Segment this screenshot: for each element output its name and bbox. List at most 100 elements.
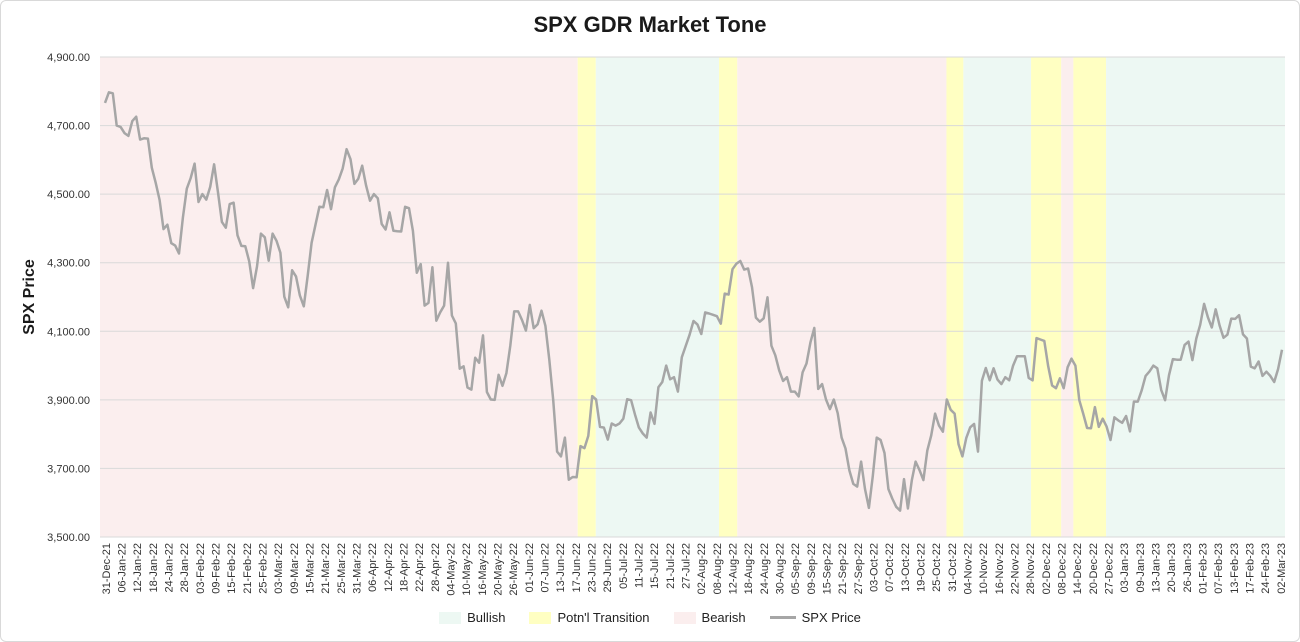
x-tick-label: 18-Jan-22 <box>148 543 160 593</box>
x-tick-label: 03-Oct-22 <box>869 543 881 592</box>
region-bearish-8 <box>1061 57 1074 537</box>
x-tick-label: 03-Feb-22 <box>195 543 207 594</box>
x-tick-label: 15-Feb-22 <box>226 543 238 594</box>
x-tick-label: 23-Jun-22 <box>587 543 599 593</box>
x-tick-label: 08-Aug-22 <box>712 543 724 594</box>
x-tick-label: 07-Feb-23 <box>1213 543 1225 594</box>
y-tick-label: 4,300.00 <box>47 258 90 270</box>
legend-item-transition: Potn'l Transition <box>529 610 650 625</box>
region-potn-l-transition-1 <box>577 57 596 537</box>
region-potn-l-transition-3 <box>719 57 738 537</box>
x-tick-label: 11-Jul-22 <box>634 543 646 588</box>
x-tick-label: 30-Aug-22 <box>775 543 787 594</box>
x-tick-label: 20-May-22 <box>493 543 505 596</box>
region-potn-l-transition-7 <box>1031 57 1062 537</box>
x-tick-label: 12-Apr-22 <box>383 543 395 592</box>
x-tick-label: 15-Mar-22 <box>305 543 317 594</box>
x-tick-label: 13-Oct-22 <box>900 543 912 592</box>
x-tick-label: 27-Dec-22 <box>1104 543 1116 594</box>
x-tick-label: 15-Jul-22 <box>649 543 661 589</box>
y-tick-label: 4,700.00 <box>47 121 90 133</box>
region-bearish-0 <box>100 57 578 537</box>
x-tick-labels: 31-Dec-21 06-Jan-22 12-Jan-22 18-Jan-22 24-J… <box>101 543 1288 596</box>
x-tick-label: 28-Apr-22 <box>430 543 442 592</box>
x-tick-label: 24-Aug-22 <box>759 543 771 594</box>
x-tick-label: 03-Jan-23 <box>1119 543 1131 593</box>
x-tick-label: 05-Jul-22 <box>618 543 630 589</box>
x-tick-label: 08-Dec-22 <box>1057 543 1069 594</box>
tone-regions <box>100 57 1285 537</box>
y-tick-label: 3,900.00 <box>47 395 90 407</box>
x-tick-label: 13-Jun-22 <box>555 543 567 593</box>
legend-swatch-transition <box>529 611 552 624</box>
x-tick-label: 18-Apr-22 <box>399 543 411 592</box>
x-tick-label: 17-Jun-22 <box>571 543 583 593</box>
x-tick-label: 04-Nov-22 <box>963 543 975 594</box>
region-bullish-10 <box>1106 57 1285 537</box>
region-potn-l-transition-9 <box>1073 57 1107 537</box>
chart-title: SPX GDR Market Tone <box>533 12 767 37</box>
x-tick-label: 26-May-22 <box>508 543 520 596</box>
x-tick-label: 31-Oct-22 <box>947 543 959 592</box>
x-tick-label: 06-Jan-22 <box>117 543 129 593</box>
y-tick-label: 3,500.00 <box>47 532 90 544</box>
x-tick-label: 09-Mar-22 <box>289 543 301 594</box>
x-tick-label: 18-Aug-22 <box>743 543 755 594</box>
y-tick-label: 4,500.00 <box>47 189 90 201</box>
x-tick-label: 22-Apr-22 <box>414 543 426 592</box>
x-tick-label: 24-Jan-22 <box>164 543 176 593</box>
x-tick-label: 31-Mar-22 <box>352 543 364 594</box>
x-tick-label: 28-Nov-22 <box>1025 543 1037 594</box>
x-tick-label: 25-Oct-22 <box>931 543 943 592</box>
x-tick-label: 20-Jan-23 <box>1166 543 1178 593</box>
x-tick-label: 26-Jan-23 <box>1182 543 1194 593</box>
x-tick-label: 16-May-22 <box>477 543 489 596</box>
x-tick-label: 09-Feb-22 <box>211 543 223 594</box>
region-bullish-6 <box>963 57 1032 537</box>
x-tick-label: 01-Jun-22 <box>524 543 536 593</box>
y-tick-label: 4,900.00 <box>47 52 90 64</box>
x-tick-label: 12-Aug-22 <box>728 543 740 594</box>
x-tick-label: 01-Feb-23 <box>1198 543 1210 594</box>
x-tick-label: 12-Jan-22 <box>132 543 144 593</box>
x-tick-label: 07-Oct-22 <box>884 543 896 592</box>
x-tick-label: 09-Sep-22 <box>806 543 818 594</box>
x-tick-label: 02-Mar-23 <box>1276 543 1288 594</box>
x-tick-label: 31-Dec-21 <box>101 543 113 594</box>
region-bearish-4 <box>737 57 947 537</box>
x-tick-label: 20-Dec-22 <box>1088 543 1100 594</box>
x-tick-label: 25-Feb-22 <box>258 543 270 594</box>
x-tick-label: 27-Sep-22 <box>853 543 865 594</box>
legend-item-bearish: Bearish <box>673 610 746 625</box>
legend-item-bullish: Bullish <box>439 610 505 625</box>
x-tick-label: 05-Sep-22 <box>790 543 802 594</box>
region-bullish-2 <box>595 57 720 537</box>
x-tick-label: 24-Feb-23 <box>1260 543 1272 594</box>
y-tick-labels: 3,500.00 3,700.00 3,900.00 4,100.00 4,300.00… <box>47 52 90 544</box>
x-tick-label: 21-Jul-22 <box>665 543 677 589</box>
legend-swatch-bearish <box>673 611 696 624</box>
x-tick-label: 02-Aug-22 <box>696 543 708 594</box>
legend-label-bullish: Bullish <box>467 610 506 625</box>
x-tick-label: 21-Sep-22 <box>837 543 849 594</box>
legend-label-bearish: Bearish <box>701 610 746 625</box>
x-tick-label: 25-Mar-22 <box>336 543 348 594</box>
x-tick-label: 21-Mar-22 <box>320 543 332 594</box>
y-tick-label: 4,100.00 <box>47 326 90 338</box>
spx-price-line <box>103 91 1284 512</box>
x-tick-label: 16-Nov-22 <box>994 543 1006 594</box>
x-tick-label: 21-Feb-22 <box>242 543 254 594</box>
x-tick-label: 03-Mar-22 <box>273 543 285 594</box>
region-potn-l-transition-5 <box>946 57 964 537</box>
legend-swatch-bullish <box>439 611 462 624</box>
x-tick-label: 29-Jun-22 <box>602 543 614 593</box>
x-tick-label: 06-Apr-22 <box>367 543 379 592</box>
x-tick-label: 10-May-22 <box>461 543 473 596</box>
x-tick-label: 07-Jun-22 <box>540 543 552 593</box>
legend-item-spx-price: SPX Price <box>769 610 861 625</box>
x-tick-label: 14-Dec-22 <box>1072 543 1084 594</box>
legend-swatch-spx-price <box>769 616 796 619</box>
x-tick-label: 02-Dec-22 <box>1041 543 1053 594</box>
x-tick-label: 13-Jan-23 <box>1151 543 1163 593</box>
